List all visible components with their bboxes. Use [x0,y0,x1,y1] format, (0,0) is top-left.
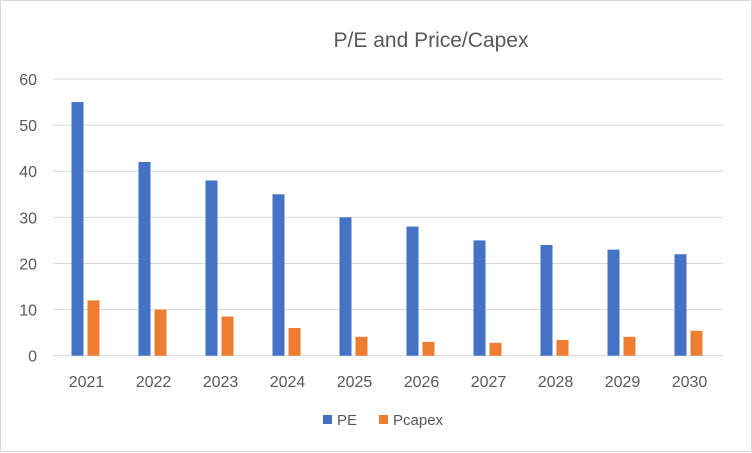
bar-pe-2023 [205,180,218,356]
chart-title: P/E and Price/Capex [334,29,529,52]
bar-pe-2022 [138,162,151,356]
x-tick-label: 2026 [404,374,440,391]
y-tick-label: 10 [19,303,37,320]
y-tick-label: 0 [28,349,37,366]
x-tick-label: 2025 [337,374,373,391]
bar-pcapex-2028 [556,340,569,356]
bar-pe-2026 [406,226,419,356]
bar-pe-2028 [540,245,553,356]
bar-pcapex-2024 [288,328,301,356]
x-tick-label: 2021 [69,374,105,391]
bar-pcapex-2030 [690,330,703,356]
legend-swatch [323,415,332,424]
y-tick-label: 50 [19,118,37,135]
bar-pe-2027 [473,240,486,356]
bar-pcapex-2023 [221,316,234,356]
legend-swatch [379,415,389,424]
y-tick-label: 20 [19,256,37,273]
bar-pe-2024 [272,194,285,356]
x-tick-label: 2024 [270,374,306,391]
bar-pe-2029 [607,249,620,356]
bar-pcapex-2026 [422,341,435,356]
x-tick-label: 2028 [538,374,574,391]
y-tick-label: 30 [19,210,37,227]
x-tick-label: 2023 [203,374,239,391]
legend-label: Pcapex [393,412,444,429]
x-tick-label: 2030 [672,374,708,391]
y-tick-label: 40 [19,164,37,181]
bar-pcapex-2022 [154,309,167,356]
x-tick-label: 2022 [136,374,172,391]
x-tick-label: 2027 [471,374,507,391]
bar-pcapex-2021 [87,300,100,356]
bar-pe-2021 [71,102,84,356]
legend-label: PE [337,412,357,429]
x-tick-label: 2029 [605,374,641,391]
bar-pcapex-2029 [623,336,636,356]
bar-pe-2030 [674,254,687,356]
bar-pcapex-2027 [489,342,502,356]
bar-pe-2025 [339,217,352,356]
y-tick-label: 60 [19,72,37,89]
bar-pcapex-2025 [355,336,368,356]
